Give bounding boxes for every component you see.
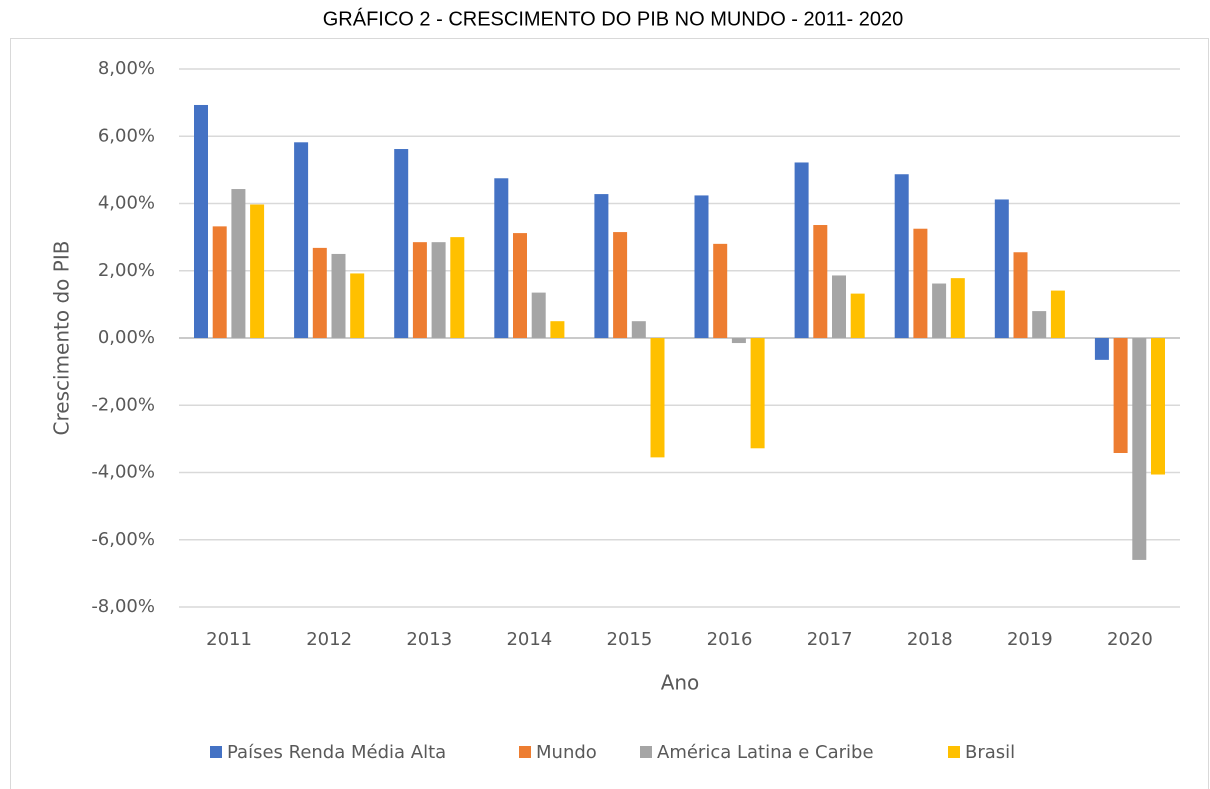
legend-swatch: [519, 746, 531, 758]
bar: [231, 189, 246, 338]
bar: [394, 149, 409, 338]
bar: [531, 292, 546, 338]
y-tick-label: -8,00%: [91, 596, 155, 617]
bar: [450, 237, 465, 338]
x-tick-label: 2020: [1107, 629, 1153, 650]
bar: [1113, 338, 1128, 453]
x-tick-label: 2012: [306, 629, 352, 650]
bar: [350, 273, 365, 338]
bar: [750, 338, 765, 449]
bar: [894, 174, 909, 338]
bar: [1032, 311, 1047, 338]
bar: [1094, 338, 1109, 360]
legend-label: Brasil: [965, 742, 1015, 763]
bar: [713, 243, 728, 338]
bar: [431, 242, 446, 338]
bar: [1050, 290, 1065, 338]
chart-frame: [10, 38, 1209, 789]
bar: [250, 204, 265, 338]
bar: [613, 232, 628, 338]
bar: [832, 275, 846, 338]
y-tick-label: 0,00%: [98, 327, 155, 348]
y-tick-label: 2,00%: [98, 260, 155, 281]
bar: [994, 199, 1009, 338]
bar: [194, 104, 208, 338]
bar: [513, 233, 527, 338]
bar: [494, 178, 509, 338]
bar: [1132, 338, 1147, 560]
x-tick-label: 2015: [607, 629, 653, 650]
legend-swatch: [948, 746, 960, 758]
bar: [212, 226, 227, 338]
bar: [731, 338, 746, 344]
bar: [1151, 338, 1165, 475]
legend-label: Países Renda Média Alta: [227, 742, 446, 763]
bar: [694, 195, 709, 338]
x-tick-label: 2016: [707, 629, 753, 650]
y-tick-label: -6,00%: [91, 529, 155, 550]
y-tick-label: 4,00%: [98, 193, 155, 214]
chart-title: GRÁFICO 2 - CRESCIMENTO DO PIB NO MUNDO …: [323, 7, 904, 30]
legend-label: Mundo: [536, 742, 597, 763]
bar: [650, 338, 665, 458]
x-tick-label: 2014: [506, 629, 552, 650]
bar: [294, 142, 309, 338]
y-tick-label: 6,00%: [98, 125, 155, 146]
bar: [932, 283, 947, 338]
legend-swatch: [210, 746, 222, 758]
y-tick-label: 8,00%: [98, 58, 155, 79]
bar: [312, 247, 327, 338]
x-axis-title: Ano: [661, 671, 700, 695]
x-tick-label: 2017: [807, 629, 853, 650]
bar: [950, 278, 965, 338]
x-tick-label: 2019: [1007, 629, 1053, 650]
y-axis-title: Crescimento do PIB: [50, 241, 74, 436]
x-tick-label: 2011: [206, 629, 252, 650]
y-tick-label: -2,00%: [91, 394, 155, 415]
y-tick-label: -4,00%: [91, 462, 155, 483]
bar: [594, 194, 609, 338]
legend-swatch: [640, 746, 652, 758]
bar: [550, 321, 565, 338]
x-tick-label: 2018: [907, 629, 953, 650]
bar: [331, 253, 346, 338]
bar: [631, 321, 646, 338]
bar: [850, 293, 865, 338]
legend-label: América Latina e Caribe: [657, 742, 874, 763]
bar: [794, 162, 809, 338]
bar: [913, 228, 928, 338]
bar: [1013, 252, 1028, 338]
bar: [813, 225, 828, 338]
x-tick-label: 2013: [406, 629, 452, 650]
bar: [412, 242, 427, 338]
